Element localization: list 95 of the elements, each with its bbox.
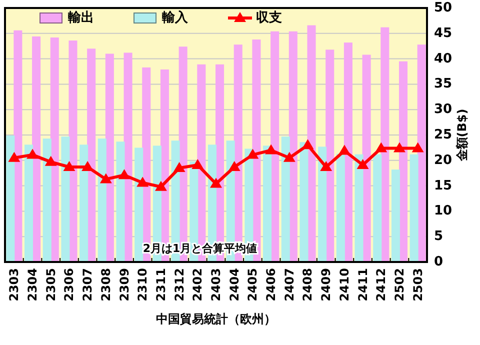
x-tick-label: 2410 <box>337 268 352 302</box>
x-tick-label: 2408 <box>300 268 315 302</box>
y-tick-label: 10 <box>434 204 452 219</box>
bar <box>300 142 308 262</box>
y-tick-label: 25 <box>434 128 452 142</box>
bar <box>362 54 371 262</box>
bar <box>98 138 106 262</box>
bar <box>380 27 390 262</box>
y-tick-label: 40 <box>434 51 452 66</box>
annotation: 2月は1月と合算平均値 <box>142 242 258 255</box>
bar <box>68 40 78 262</box>
y-tick-label: 5 <box>434 229 444 244</box>
legend-label: 収支 <box>256 10 282 26</box>
bar <box>14 30 22 262</box>
x-tick-label: 2405 <box>246 268 260 302</box>
bar <box>24 144 34 262</box>
x-tick-label: 2307 <box>80 268 95 302</box>
x-tick-label: 2503 <box>410 268 425 302</box>
legend-label: 輸出 <box>67 10 94 26</box>
y-tick-label: 30 <box>434 102 452 118</box>
x-tick-label: 2305 <box>44 268 58 302</box>
bar <box>50 37 59 262</box>
bar <box>344 42 352 262</box>
y-axis-title: 金額(B$) <box>455 108 469 162</box>
y-tick-label: 15 <box>434 178 452 194</box>
point <box>63 161 76 172</box>
bar <box>32 36 41 262</box>
point <box>320 161 332 172</box>
bar <box>410 154 418 262</box>
y-tick-label: 35 <box>434 76 452 92</box>
x-tick-label: 2309 <box>117 268 132 302</box>
bar <box>42 138 52 262</box>
x-tick-label: 2412 <box>374 268 388 302</box>
x-tick-label: 2303 <box>7 268 22 302</box>
x-axis-title: 中国貿易統計（欧州） <box>156 312 276 326</box>
bar <box>336 154 345 262</box>
x-tick-label: 2312 <box>172 268 186 302</box>
x-tick-label: 2403 <box>209 268 223 302</box>
bar <box>270 31 280 262</box>
bar <box>80 144 88 262</box>
y-tick-label: 50 <box>434 0 452 16</box>
point <box>173 162 186 172</box>
bar <box>61 136 70 262</box>
bar <box>116 142 125 262</box>
x-tick-label: 2308 <box>98 268 113 302</box>
point <box>265 144 278 154</box>
x-tick-label: 2406 <box>264 268 278 302</box>
point <box>44 156 57 166</box>
bar <box>318 146 327 262</box>
bar <box>6 136 15 262</box>
point <box>8 152 20 162</box>
point <box>100 173 112 184</box>
bar <box>105 54 114 262</box>
bar <box>391 170 400 262</box>
x-tick-label: 2306 <box>62 268 76 302</box>
point <box>356 158 369 169</box>
x-tick-label: 2402 <box>190 268 205 302</box>
x-tick-label: 2310 <box>136 268 150 302</box>
point <box>302 139 314 150</box>
bar <box>398 61 408 262</box>
point <box>283 152 296 162</box>
bar <box>87 48 96 262</box>
bar <box>354 154 364 262</box>
point <box>192 158 204 169</box>
point <box>118 169 130 180</box>
point <box>210 178 222 188</box>
bar <box>263 146 272 262</box>
x-tick-label: 2502 <box>392 268 406 302</box>
point <box>412 142 424 152</box>
bar <box>281 136 290 262</box>
point <box>246 148 259 159</box>
point <box>375 142 388 152</box>
x-tick-label: 2409 <box>319 268 334 302</box>
x-tick-label: 2404 <box>227 268 242 302</box>
y-tick-label: 45 <box>434 26 452 41</box>
y-tick-label: 0 <box>434 254 444 270</box>
point <box>136 176 149 187</box>
point <box>154 180 167 191</box>
point <box>26 148 39 159</box>
point <box>338 144 350 155</box>
x-tick-label: 2411 <box>356 268 370 302</box>
bar <box>124 52 132 262</box>
bar <box>373 154 382 262</box>
bar <box>288 31 298 262</box>
bar <box>326 50 334 262</box>
x-tick-label: 2311 <box>154 268 168 302</box>
point <box>228 161 240 172</box>
bar <box>134 148 144 262</box>
y-tick-label: 20 <box>434 152 452 168</box>
point <box>393 142 406 152</box>
bar <box>417 44 426 262</box>
x-tick-label: 2407 <box>282 268 296 302</box>
x-tick-label: 2304 <box>26 268 40 302</box>
legend-label: 輸入 <box>161 10 189 26</box>
bar <box>307 25 316 262</box>
